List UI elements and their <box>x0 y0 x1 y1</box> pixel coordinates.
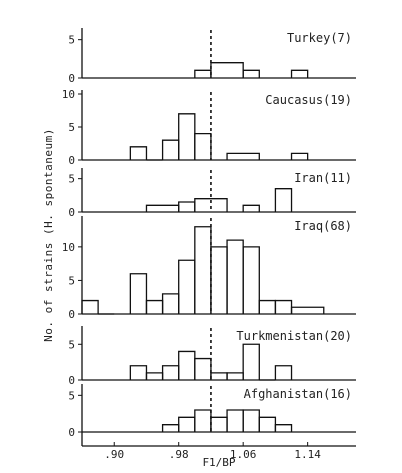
y-tick-label: 0 <box>68 426 75 439</box>
histogram-bar <box>226 372 244 380</box>
histogram-bar <box>210 62 244 78</box>
x-tick-label: .90 <box>104 448 124 461</box>
histogram-bar <box>242 204 260 212</box>
panel-1: 0 5 Turkey(7) <box>68 28 356 85</box>
y-tick-label: 10 <box>62 88 75 101</box>
histogram-bar <box>274 365 293 380</box>
panel-6: 0 5 Afghanistan(16) <box>68 384 356 439</box>
y-tick-label: 0 <box>68 308 75 321</box>
histogram-bar <box>242 409 260 432</box>
x-tick-label: 1.14 <box>294 448 321 461</box>
histogram-bar <box>290 69 309 78</box>
histogram-bar <box>194 198 228 212</box>
histogram-bar <box>242 246 260 314</box>
y-tick-label: 0 <box>68 374 75 387</box>
panels-group: 0 5 Turkey(7) 0 5 10 Caucasus(19) 0 5 Iran(11) 0 5 1… <box>62 28 356 439</box>
y-tick-label: 5 <box>68 173 75 186</box>
histogram-bar <box>258 416 277 432</box>
histogram-bar <box>210 246 228 314</box>
x-tick-label: 1.06 <box>230 448 257 461</box>
histogram-bar <box>145 372 164 380</box>
x-axis-title: F1/BP <box>202 456 235 469</box>
histogram-bar <box>194 226 212 314</box>
histogram-bar <box>290 306 325 314</box>
histogram-bar <box>178 113 196 160</box>
y-axis-title: No. of strains (H. spontaneum) <box>42 128 55 342</box>
histogram-bar <box>226 152 260 160</box>
panel-4: 0 5 10 Iraq(68) <box>62 216 356 321</box>
histogram-bar <box>242 69 260 78</box>
histogram-bar <box>274 299 293 314</box>
panel-5: 0 5 Turkmenistan(20) <box>68 326 356 387</box>
histogram-bar <box>226 239 244 314</box>
histogram-bar <box>161 424 180 432</box>
histogram-bar <box>194 357 212 380</box>
histogram-bar <box>161 293 180 314</box>
histogram-bar <box>194 409 212 432</box>
y-tick-label: 5 <box>68 338 75 351</box>
x-axis: .90 .98 1.06 1.14 <box>81 432 356 461</box>
panel-2: 0 5 10 Caucasus(19) <box>62 88 356 167</box>
histogram-bar <box>178 416 196 432</box>
histogram-bar <box>194 69 212 78</box>
histogram-bar <box>81 299 99 314</box>
y-tick-label: 0 <box>68 154 75 167</box>
histogram-bar <box>290 152 309 160</box>
histogram-bar <box>178 201 196 212</box>
histogram-bar <box>274 424 293 432</box>
histogram-bar <box>226 409 244 432</box>
y-tick-label: 5 <box>68 34 75 47</box>
histogram-bar <box>161 139 180 160</box>
histogram-bar <box>274 188 293 212</box>
x-tick-label: .98 <box>169 448 189 461</box>
panel-label: Turkey(7) <box>287 31 352 45</box>
y-tick-label: 5 <box>68 121 75 134</box>
histogram-bar <box>210 372 228 380</box>
histogram-bar <box>242 343 260 380</box>
y-tick-label: 5 <box>68 389 75 402</box>
histogram-bar <box>194 132 212 160</box>
histogram-bar <box>129 146 148 160</box>
panel-label: Iraq(68) <box>294 219 352 233</box>
panel-3: 0 5 Iran(11) <box>68 168 356 219</box>
histogram-bar <box>129 273 148 314</box>
panel-label: Afghanistan(16) <box>244 387 352 401</box>
panel-label: Iran(11) <box>294 171 352 185</box>
histogram-bar <box>178 259 196 314</box>
histogram-bar <box>129 365 148 380</box>
histogram-bar <box>145 204 180 212</box>
panel-label: Turkmenistan(20) <box>236 329 352 343</box>
y-tick-label: 0 <box>68 206 75 219</box>
histogram-bar <box>161 365 180 380</box>
y-tick-label: 10 <box>62 241 75 254</box>
y-tick-label: 5 <box>68 274 75 287</box>
histogram-bar <box>145 299 164 314</box>
histogram-bar <box>258 299 277 314</box>
y-tick-label: 0 <box>68 72 75 85</box>
histogram-bar <box>210 416 228 432</box>
histogram-bar <box>178 350 196 380</box>
panel-label: Caucasus(19) <box>265 93 352 107</box>
